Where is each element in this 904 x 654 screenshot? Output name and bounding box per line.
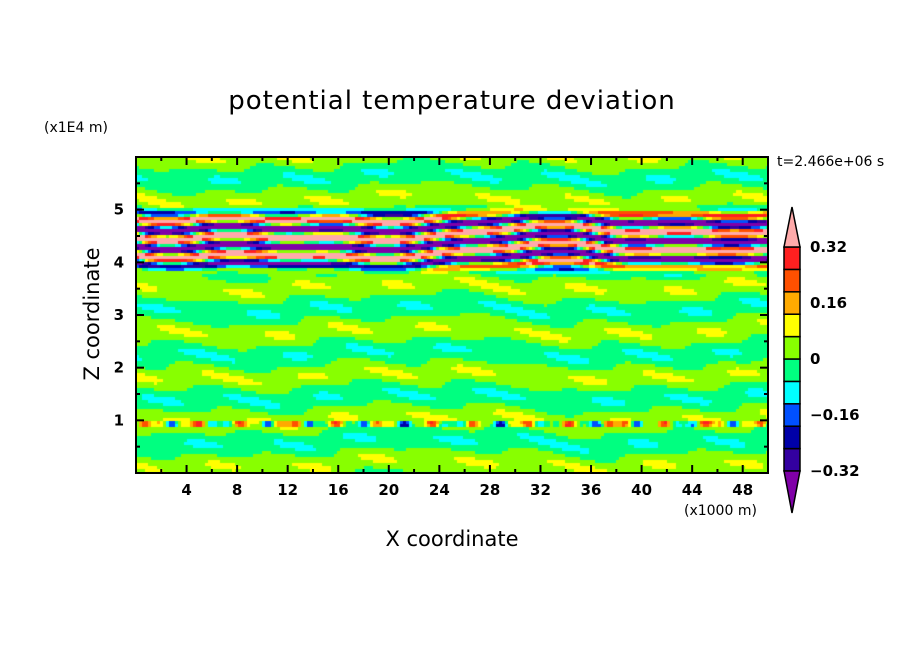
x-tick-label: 20 [378, 481, 399, 499]
colorbar-label: −0.16 [810, 406, 860, 424]
time-label: t=2.466e+06 s [777, 154, 885, 170]
colorbar-swatch [783, 268, 801, 293]
x-tick-label: 36 [581, 481, 602, 499]
contour-field [136, 157, 768, 473]
colorbar-swatch [783, 358, 801, 383]
colorbar-label: 0.32 [810, 238, 847, 256]
colorbar-swatch [783, 447, 801, 472]
x-tick-label: 48 [732, 481, 753, 499]
colorbar-label: −0.32 [810, 462, 860, 480]
colorbar-min-triangle [783, 470, 801, 514]
x-tick-label: 40 [631, 481, 652, 499]
colorbar-swatch [783, 335, 801, 360]
x-axis-label: X coordinate [385, 527, 519, 551]
plot-frame [135, 156, 769, 474]
x-tick-label: 28 [479, 481, 500, 499]
x-tick-label: 12 [277, 481, 298, 499]
x-tick-label: 24 [429, 481, 450, 499]
colorbar-swatch [783, 380, 801, 405]
x-tick-label: 4 [181, 481, 191, 499]
y-axis-unit: (x1E4 m) [44, 120, 108, 136]
x-tick-label: 44 [682, 481, 703, 499]
colorbar-label: 0 [810, 350, 820, 368]
colorbar-swatch [783, 291, 801, 315]
colorbar-max-triangle [783, 206, 801, 248]
x-axis-unit: (x1000 m) [684, 503, 757, 519]
y-tick-label: 4 [114, 253, 124, 271]
x-tick-label: 32 [530, 481, 551, 499]
y-tick-label: 2 [114, 359, 124, 377]
colorbar-swatch [783, 403, 801, 427]
y-tick-label: 3 [114, 306, 124, 324]
colorbar-swatch [783, 246, 801, 271]
colorbar-label: 0.16 [810, 294, 847, 312]
colorbar-swatch [783, 313, 801, 338]
x-tick-label: 16 [328, 481, 349, 499]
y-tick-label: 1 [114, 411, 124, 429]
colorbar-swatch [783, 425, 801, 450]
y-tick-label: 5 [114, 201, 124, 219]
chart-title: potential temperature deviation [228, 86, 676, 116]
x-tick-label: 8 [232, 481, 242, 499]
